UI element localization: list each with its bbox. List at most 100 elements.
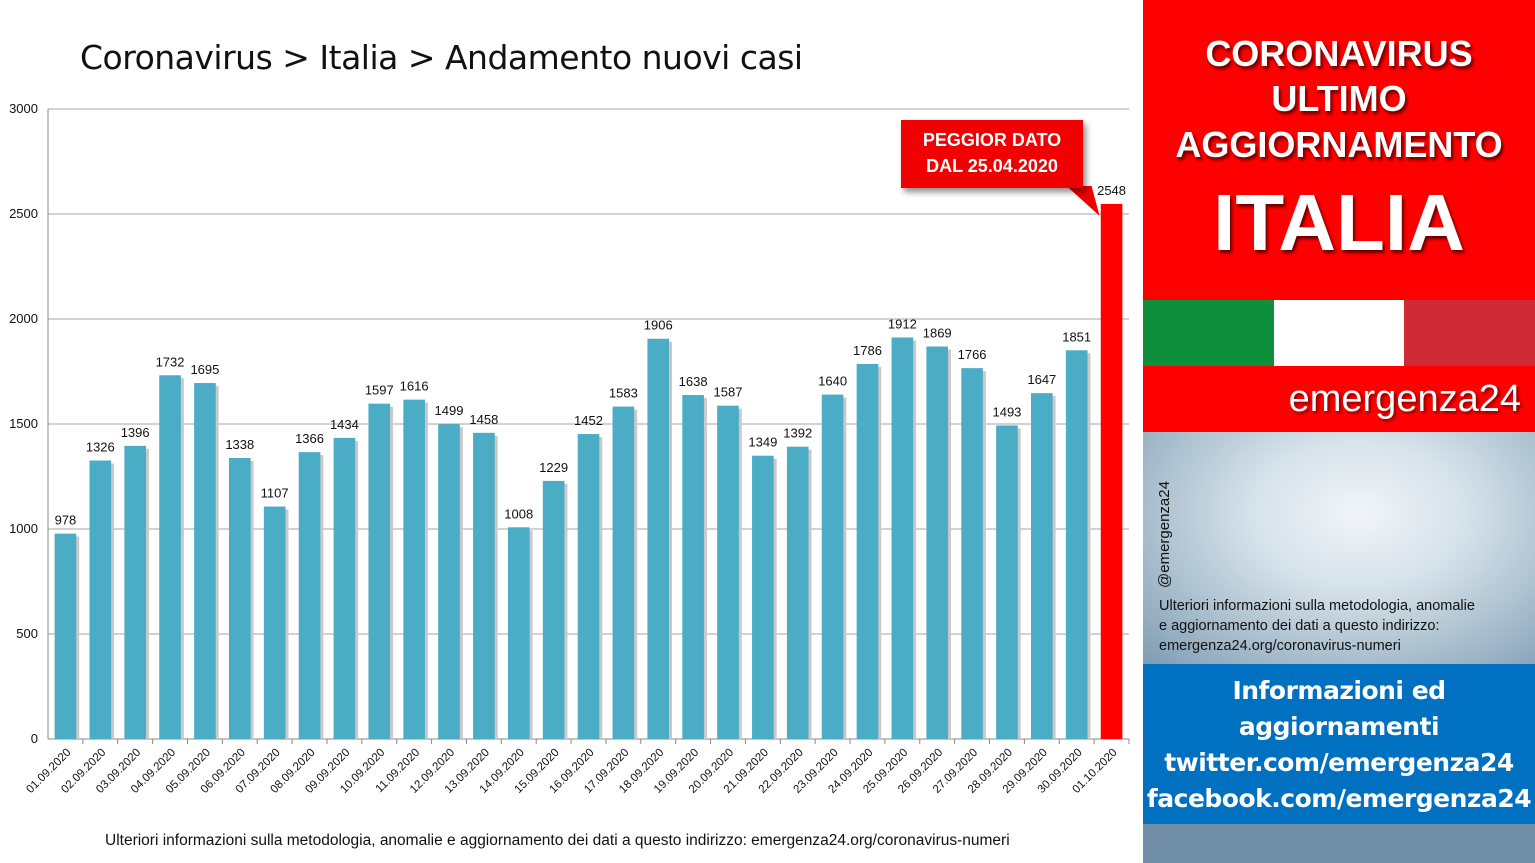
sidebar-title-line-1: CORONAVIRUS <box>1205 33 1473 74</box>
sidebar-title-line-3: AGGIORNAMENTO <box>1175 124 1503 165</box>
facebook-link[interactable]: facebook.com/emergenza24 <box>1146 784 1532 813</box>
bar-2 <box>124 445 146 739</box>
bar-layer <box>54 203 1123 740</box>
data-label-1: 1326 <box>86 440 115 455</box>
y-tick-label-0: 0 <box>31 731 38 746</box>
callout-pointer <box>1066 186 1100 216</box>
info-line-2: aggiornamenti <box>1238 712 1440 741</box>
bar-25 <box>926 346 949 739</box>
bar-3 <box>159 375 181 739</box>
data-label-28: 1647 <box>1027 372 1056 387</box>
chart-area: Coronavirus > Italia > Andamento nuovi c… <box>9 38 1130 849</box>
background-photo <box>1143 432 1535 664</box>
italian-flag-icon <box>1143 300 1535 366</box>
data-label-0: 978 <box>55 513 77 528</box>
bar-13 <box>507 527 530 739</box>
y-tick-label-1: 500 <box>16 626 38 641</box>
data-label-24: 1912 <box>888 316 917 331</box>
bar-18 <box>682 395 704 739</box>
data-label-26: 1766 <box>958 347 987 362</box>
twitter-link[interactable]: twitter.com/emergenza24 <box>1164 748 1514 777</box>
data-label-2: 1396 <box>121 425 150 440</box>
data-label-9: 1597 <box>365 383 394 398</box>
data-label-5: 1338 <box>225 437 254 452</box>
data-label-29: 1851 <box>1062 329 1091 344</box>
callout-line-1: PEGGIOR DATO <box>922 130 1062 150</box>
callout-line-2: DAL 25.04.2020 <box>926 156 1058 176</box>
data-label-15: 1452 <box>574 413 603 428</box>
bar-30 <box>1100 203 1123 740</box>
data-label-21: 1392 <box>783 426 812 441</box>
data-label-8: 1434 <box>330 417 359 432</box>
data-label-19: 1587 <box>714 385 743 400</box>
bar-0 <box>54 533 77 739</box>
data-label-27: 1493 <box>992 404 1021 419</box>
data-label-4: 1695 <box>190 362 219 377</box>
info-box: Informazioni ed aggiornamenti twitter.co… <box>1143 664 1535 824</box>
data-label-16: 1583 <box>609 386 638 401</box>
bar-11 <box>438 424 460 739</box>
bar-21 <box>786 446 809 739</box>
data-label-17: 1906 <box>644 318 673 333</box>
bar-9 <box>368 403 391 739</box>
sidebar-note-line-2: e aggiornamento dei dati a questo indiri… <box>1159 618 1440 634</box>
data-label-20: 1349 <box>748 435 777 450</box>
data-label-10: 1616 <box>400 379 429 394</box>
data-label-22: 1640 <box>818 374 847 389</box>
info-line-1: Informazioni ed <box>1232 676 1446 705</box>
y-tick-label-3: 1500 <box>9 416 38 431</box>
bar-15 <box>577 434 600 739</box>
data-label-25: 1869 <box>923 326 952 341</box>
bar-10 <box>403 399 425 739</box>
bar-28 <box>1031 393 1053 739</box>
brand-name: emergenza24 <box>1288 378 1521 420</box>
footer-note: Ulteriori informazioni sulla metodologia… <box>105 832 1010 849</box>
bar-16 <box>612 406 635 739</box>
bar-8 <box>333 437 356 739</box>
bar-29 <box>1065 350 1088 739</box>
bar-12 <box>473 432 495 739</box>
data-label-13: 1008 <box>504 506 533 521</box>
bar-1 <box>89 460 112 739</box>
bar-chart: 978 1326 1396 1732 1695 1338 1107 1366 1434 1597 1… <box>9 101 1130 796</box>
data-label-12: 1458 <box>469 412 498 427</box>
social-handle: @emergenza24 <box>1156 481 1173 588</box>
data-label-23: 1786 <box>853 343 882 358</box>
sidebar-note-line-1: Ulteriori informazioni sulla metodologia… <box>1159 598 1475 614</box>
data-label-7: 1366 <box>295 431 324 446</box>
data-label-30: 2548 <box>1097 183 1126 198</box>
bar-7 <box>298 452 321 739</box>
bar-14 <box>542 480 565 739</box>
sidebar-country: ITALIA <box>1213 178 1465 267</box>
data-label-18: 1638 <box>679 374 708 389</box>
sidebar-footer <box>1143 824 1535 863</box>
data-label-11: 1499 <box>435 403 464 418</box>
flag-red-stripe <box>1404 300 1535 366</box>
sidebar-title-line-2: ULTIMO <box>1271 78 1407 119</box>
data-label-14: 1229 <box>539 460 568 475</box>
bar-27 <box>996 425 1018 739</box>
sidebar: CORONAVIRUS ULTIMO AGGIORNAMENTO ITALIA … <box>1143 0 1535 863</box>
y-tick-label-4: 2000 <box>9 311 38 326</box>
bar-19 <box>717 405 739 739</box>
flag-white-stripe <box>1273 300 1405 366</box>
y-tick-label-5: 2500 <box>9 206 38 221</box>
sidebar-note: Ulteriori informazioni sulla metodologia… <box>1159 596 1529 656</box>
data-label-3: 1732 <box>156 354 185 369</box>
flag-green-stripe <box>1143 300 1274 366</box>
y-tick-label-6: 3000 <box>9 101 38 116</box>
brand-band: emergenza24 <box>1143 366 1535 432</box>
worst-data-callout: PEGGIOR DATO DAL 25.04.2020 <box>901 120 1083 188</box>
data-label-6: 1107 <box>261 486 289 501</box>
sidebar-header: CORONAVIRUS ULTIMO AGGIORNAMENTO ITALIA <box>1143 0 1535 300</box>
bar-24 <box>891 337 914 739</box>
bar-5 <box>228 458 251 739</box>
chart-title: Coronavirus > Italia > Andamento nuovi c… <box>80 38 803 77</box>
bar-17 <box>647 338 670 739</box>
sidebar-note-line-3: emergenza24.org/coronavirus-numeri <box>1159 638 1401 654</box>
label-layer: 978 1326 1396 1732 1695 1338 1107 1366 1434 1597 1… <box>55 183 1126 528</box>
bar-23 <box>856 363 879 739</box>
bar-20 <box>752 455 774 739</box>
bar-6 <box>263 506 286 739</box>
bar-26 <box>961 368 983 739</box>
